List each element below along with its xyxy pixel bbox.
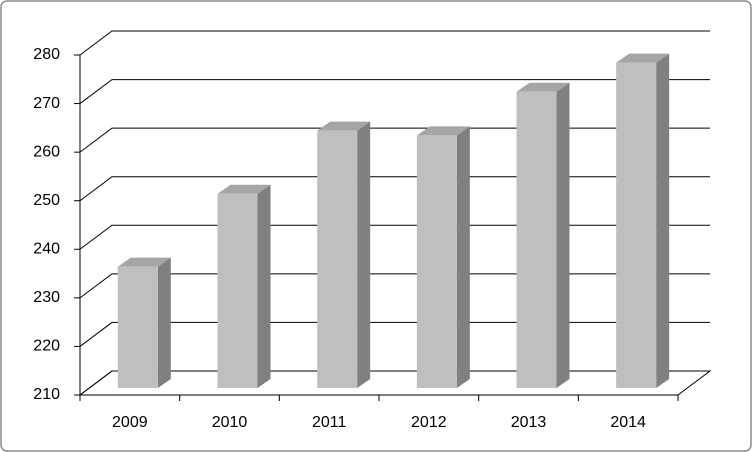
grid-line [79, 79, 710, 104]
bar-top [516, 82, 570, 92]
grid-line [79, 370, 710, 396]
grid-line [79, 176, 710, 202]
bar [616, 62, 657, 388]
y-tick-label: 250 [33, 192, 60, 209]
grid-line [79, 273, 710, 299]
bar [117, 266, 158, 388]
grid-line [79, 30, 710, 56]
y-tick-label: 270 [33, 95, 60, 112]
bar-top [616, 53, 670, 63]
bar-top [317, 121, 371, 131]
y-tick-label: 210 [33, 386, 60, 403]
y-tick-label: 240 [33, 241, 60, 258]
grid-line [79, 321, 710, 347]
grid-line [79, 224, 710, 250]
bar-side [157, 257, 171, 388]
bar-top [117, 257, 171, 267]
bar [416, 135, 457, 388]
bar-side [556, 82, 570, 388]
grid-line [79, 127, 710, 153]
y-tick-label: 230 [33, 289, 60, 306]
x-tick-label: 2014 [610, 414, 646, 431]
x-tick-label: 2009 [112, 414, 148, 431]
bar-side [456, 126, 470, 388]
bar-top [217, 184, 271, 194]
y-tick-label: 280 [33, 46, 60, 63]
bar-top [416, 126, 470, 136]
x-tick-label: 2013 [511, 414, 547, 431]
y-tick-label: 260 [33, 143, 60, 160]
bar-side [656, 53, 670, 388]
bar [217, 193, 258, 388]
x-tick-label: 2011 [312, 414, 347, 431]
bar-side [257, 184, 271, 388]
bar [516, 91, 557, 388]
bar [317, 130, 358, 389]
x-tick-label: 2012 [411, 414, 447, 431]
y-tick-label: 220 [33, 338, 60, 355]
x-tick-label: 2010 [212, 414, 248, 431]
bar-side [357, 121, 371, 389]
